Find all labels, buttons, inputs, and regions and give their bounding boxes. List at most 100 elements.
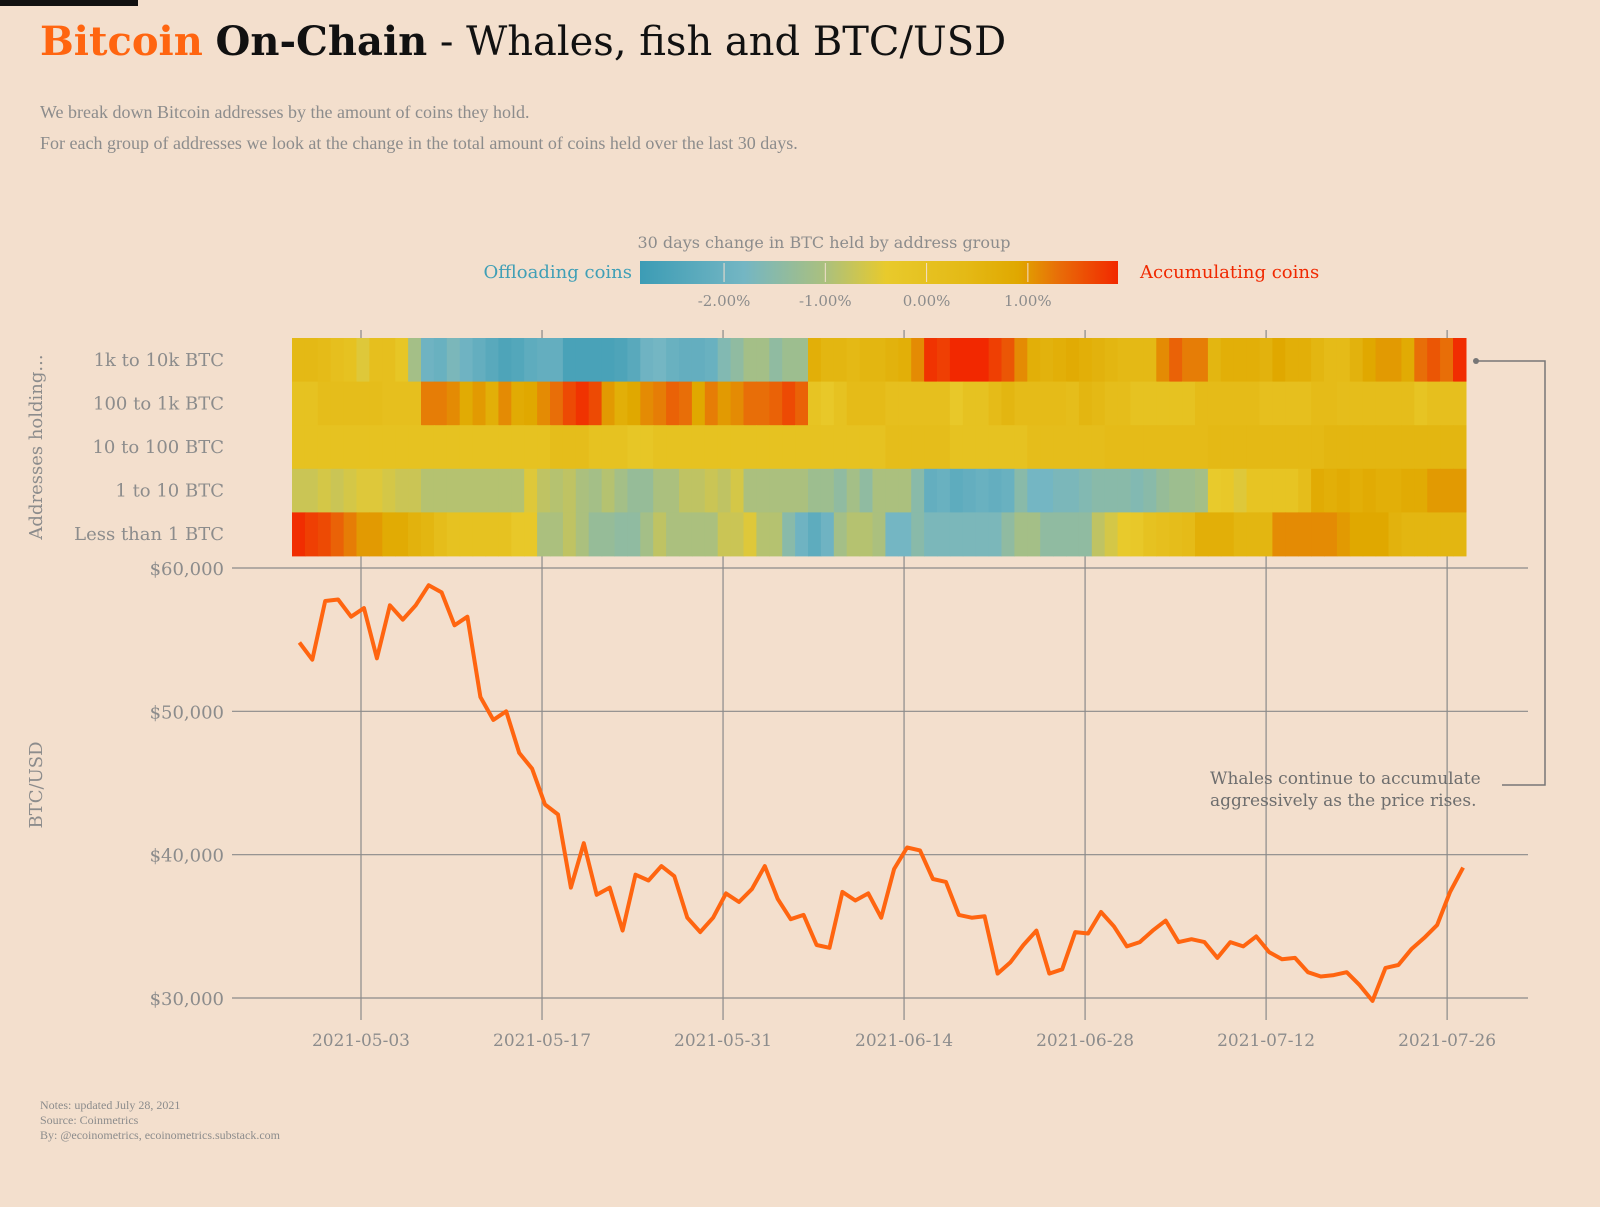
heatmap-cell	[1349, 512, 1364, 557]
heatmap-cell	[691, 425, 706, 470]
heatmap-cell	[1195, 468, 1209, 513]
heatmap-cell	[1040, 338, 1054, 382]
subtitle-line-1: We break down Bitcoin addresses by the a…	[40, 102, 530, 122]
heatmap-cell	[498, 425, 512, 470]
heatmap-cell	[1143, 381, 1157, 426]
heatmap-cell	[408, 381, 422, 426]
heatmap-cell	[1427, 338, 1441, 382]
heatmap-cell	[911, 425, 925, 470]
heatmap-cell	[795, 512, 809, 557]
heatmap-cell	[1169, 381, 1183, 426]
heatmap-cell	[1130, 338, 1144, 382]
heatmap-cell	[679, 425, 693, 470]
heatmap-cell	[446, 381, 461, 426]
heatmap-cell	[292, 338, 306, 382]
heatmap-cell	[808, 468, 822, 513]
heatmap-cell	[1220, 338, 1235, 382]
heatmap-cell	[1066, 381, 1080, 426]
heatmap-cell	[1117, 381, 1132, 426]
heatmap-cell	[885, 468, 899, 513]
heatmap-cell	[1220, 512, 1235, 557]
heatmap-cell	[498, 512, 512, 557]
heatmap-cell	[666, 338, 680, 382]
heatmap-cell	[511, 381, 525, 426]
legend-tick-label: -2.00%	[698, 292, 751, 310]
heatmap-row	[292, 512, 1467, 557]
heatmap-cell	[1078, 468, 1093, 513]
heatmap-cell	[1104, 468, 1119, 513]
y-tick-label: $30,000	[150, 989, 224, 1010]
heatmap-cell	[743, 425, 757, 470]
heatmap-cell	[872, 381, 886, 426]
heatmap-cell	[1362, 425, 1377, 470]
heatmap-cell	[691, 338, 706, 382]
heatmap-cell	[433, 425, 448, 470]
heatmap-cell	[704, 381, 719, 426]
heatmap-cell	[691, 468, 706, 513]
heatmap-cell	[627, 338, 641, 382]
heatmap-cell	[795, 468, 809, 513]
heatmap-cell	[846, 425, 861, 470]
heatmap-cell	[601, 468, 616, 513]
heatmap-cell	[343, 425, 358, 470]
heatmap-cell	[472, 338, 487, 382]
heatmap-cell	[975, 425, 990, 470]
heatmap-cell	[808, 512, 822, 557]
heatmap-cell	[292, 512, 306, 557]
heatmap-cell	[304, 381, 319, 426]
heatmap-cell	[1195, 425, 1209, 470]
heatmap-cell	[1207, 468, 1222, 513]
heatmap-cell	[1362, 512, 1377, 557]
heatmap-cell	[679, 512, 693, 557]
heatmap-cell	[820, 338, 835, 382]
heatmap-cell	[1401, 338, 1415, 382]
heatmap-cell	[395, 512, 409, 557]
heatmap-cell	[1362, 468, 1377, 513]
heatmap-cell	[653, 468, 667, 513]
heatmap-cell	[1027, 338, 1041, 382]
heatmap-cell	[1285, 468, 1299, 513]
heatmap-cell	[756, 338, 770, 382]
price-line	[297, 583, 1465, 1003]
heatmap-cell	[1259, 381, 1273, 426]
heatmap-cell	[1414, 512, 1428, 557]
heatmap-row-label: 100 to 1k BTC	[93, 393, 224, 414]
heatmap-cell	[1027, 512, 1041, 557]
heatmap-cell	[1040, 425, 1054, 470]
heatmap-cell	[911, 338, 925, 382]
heatmap-cell	[872, 338, 886, 382]
heatmap-cell	[1427, 425, 1441, 470]
heatmap-cell	[1078, 425, 1093, 470]
x-tick-label: 2021-05-17	[493, 1031, 591, 1051]
legend-tick-label: -1.00%	[799, 292, 852, 310]
heatmap-cell	[382, 468, 396, 513]
heatmap-cell	[962, 512, 977, 557]
heatmap-cell	[898, 381, 912, 426]
heatmap-cell	[1001, 425, 1015, 470]
heatmap-cell	[317, 512, 332, 557]
heatmap-cell	[408, 512, 422, 557]
heatmap-cell	[988, 338, 1003, 382]
heatmap-cell	[1130, 468, 1144, 513]
heatmap-cell	[872, 468, 886, 513]
heatmap-cell	[330, 381, 345, 426]
heatmap-cell	[1053, 512, 1067, 557]
heatmap-cell	[550, 338, 564, 382]
heatmap-cell	[614, 338, 628, 382]
heatmap-cell	[511, 338, 525, 382]
heatmap-cell	[382, 512, 396, 557]
heatmap-cell	[704, 468, 719, 513]
heatmap-cell	[562, 468, 577, 513]
heatmap-cell	[1440, 381, 1454, 426]
heatmap-cell	[1388, 338, 1402, 382]
heatmap-cell	[421, 468, 435, 513]
legend-title: 30 days change in BTC held by address gr…	[637, 233, 1010, 252]
heatmap-cell	[472, 425, 487, 470]
heatmap-cell	[666, 468, 680, 513]
heatmap-cell	[666, 512, 680, 557]
heatmap-cell	[446, 425, 461, 470]
heatmap-cell	[1375, 338, 1390, 382]
heatmap-cell	[756, 381, 770, 426]
heatmap-cell	[691, 512, 706, 557]
